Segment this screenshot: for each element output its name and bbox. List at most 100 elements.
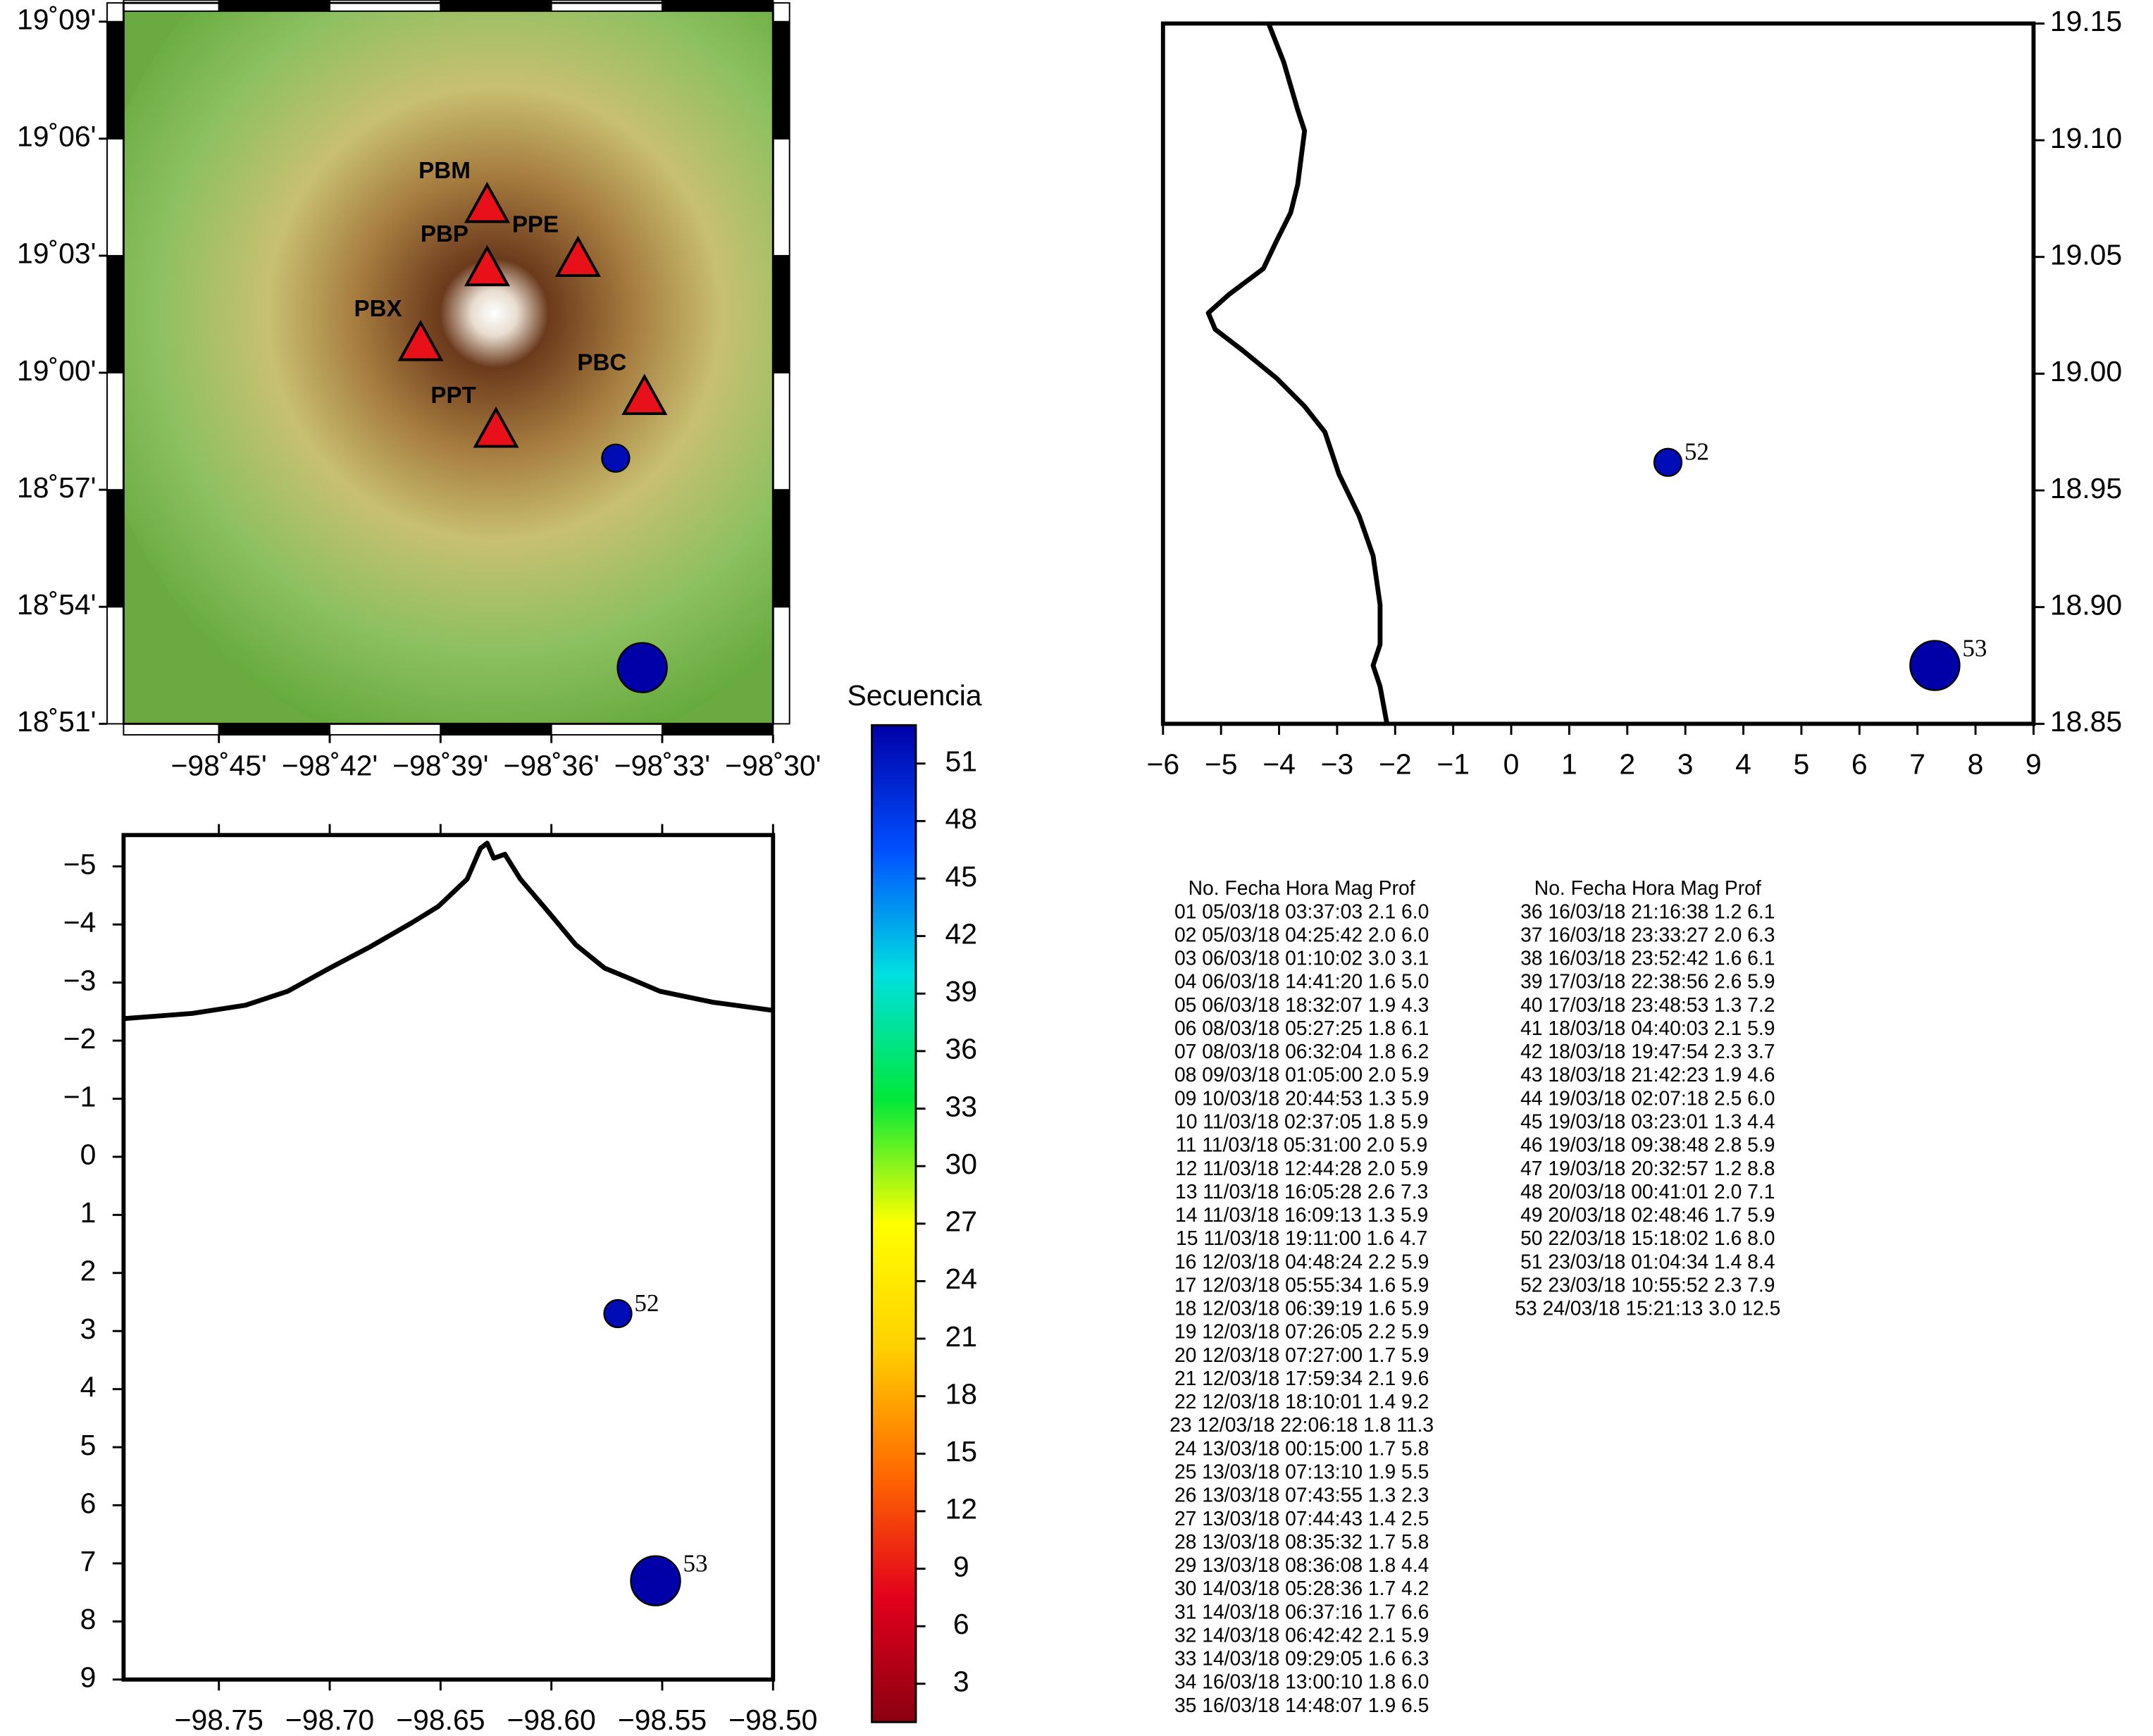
table-cell: 04:48:24 — [1285, 1251, 1363, 1273]
table-cell: 07:44:43 — [1285, 1507, 1363, 1530]
y-tick-label: 6 — [80, 1487, 97, 1519]
colorbar-tick-label: 42 — [945, 917, 978, 950]
table-row: 26 13/03/18 07:43:55 1.3 2.3 — [1174, 1484, 1429, 1506]
table-cell: 02:07:18 — [1631, 1087, 1708, 1110]
y-tick-label: 9 — [80, 1661, 97, 1694]
table-cell: 9.6 — [1401, 1367, 1429, 1389]
table-cell: 5.9 — [1747, 1204, 1775, 1227]
table-cell: 1.9 — [1368, 1461, 1396, 1483]
table-cell: 2.3 — [1714, 1041, 1742, 1063]
table-cell: 2.0 — [1367, 1157, 1395, 1179]
table-cell: 8.4 — [1747, 1251, 1775, 1273]
table-cell: 37 — [1520, 924, 1542, 946]
table-cell: 43 — [1520, 1064, 1542, 1086]
table-cell: 22/03/18 — [1548, 1227, 1625, 1250]
table-row: 37 16/03/18 23:33:27 2.0 6.3 — [1520, 924, 1775, 946]
table-row: 45 19/03/18 03:23:01 1.3 4.4 — [1520, 1110, 1775, 1133]
colorbar-tick-label: 27 — [945, 1205, 978, 1238]
frame-band — [106, 489, 125, 608]
event — [603, 1298, 633, 1329]
relief — [123, 3, 774, 724]
table-cell: 1.7 — [1368, 1437, 1396, 1460]
table-cell: 02:37:05 — [1284, 1110, 1362, 1133]
table-row: 20 12/03/18 07:27:00 1.7 5.9 — [1174, 1344, 1429, 1366]
y-tick-label: 18˚51' — [17, 705, 96, 738]
table-cell: 14/03/18 — [1202, 1647, 1279, 1670]
y-tick-label: 19˚06' — [17, 120, 96, 153]
event — [616, 642, 668, 693]
table-cell: 8.8 — [1747, 1157, 1775, 1179]
table-row: 29 13/03/18 08:36:08 1.8 4.4 — [1174, 1554, 1429, 1576]
table-cell: 11/03/18 — [1203, 1157, 1279, 1179]
table-cell: 3.7 — [1747, 1041, 1775, 1063]
table-cell: 01:05:00 — [1285, 1064, 1363, 1086]
table-cell: 1.7 — [1714, 1204, 1742, 1227]
table-cell: 36 — [1520, 900, 1542, 923]
table-cell: 08/03/18 — [1202, 1017, 1279, 1039]
table-cell: 6.2 — [1401, 1041, 1429, 1063]
table-row: 34 16/03/18 13:00:10 1.8 6.0 — [1174, 1670, 1429, 1693]
table-cell: 35 — [1174, 1694, 1196, 1716]
table-cell: 01 — [1174, 900, 1196, 923]
x-tick-label: −98.50 — [728, 1704, 817, 1736]
table-cell: 34 — [1174, 1670, 1196, 1693]
table-cell: 27 — [1174, 1507, 1196, 1530]
table-cell: 06/03/18 — [1202, 947, 1279, 969]
table-row: 03 06/03/18 01:10:02 3.0 3.1 — [1174, 947, 1429, 969]
table-row: 16 12/03/18 04:48:24 2.2 5.9 — [1174, 1251, 1429, 1273]
table-cell: 15 — [1176, 1227, 1198, 1250]
table-cell: 23:33:27 — [1631, 924, 1708, 946]
table-row: 41 18/03/18 04:40:03 2.1 5.9 — [1520, 1017, 1775, 1039]
x-tick-label: −98˚42' — [282, 750, 378, 782]
x-tick-label: −4 — [1262, 748, 1296, 781]
table-cell: 4.3 — [1401, 993, 1429, 1016]
table-cell: 23/03/18 — [1548, 1251, 1625, 1273]
table-cell: 2.6 — [1367, 1180, 1395, 1203]
table-cell: 3.0 — [1708, 1297, 1736, 1320]
map-frame — [122, 1, 774, 725]
table-cell: 14 — [1175, 1204, 1197, 1227]
colorbar-tick-label: 3 — [953, 1666, 969, 1698]
station-label: PBM — [418, 158, 471, 184]
table-cell: 47 — [1520, 1157, 1542, 1179]
table-cell: 10:55:52 — [1631, 1274, 1708, 1296]
table-cell: 16/03/18 — [1548, 924, 1625, 946]
table-cell: 05 — [1174, 993, 1196, 1016]
table-cell: 1.6 — [1367, 1227, 1394, 1250]
table-cell: 16/03/18 — [1202, 1670, 1279, 1693]
table-cell: 4.4 — [1401, 1554, 1429, 1576]
table-cell: 11/03/18 — [1203, 1227, 1279, 1250]
station-label: PPE — [512, 212, 559, 238]
station — [554, 235, 601, 277]
table-cell: 16/03/18 — [1202, 1694, 1279, 1716]
table-cell: 38 — [1520, 947, 1542, 969]
x-tick-label: −98.55 — [618, 1704, 707, 1736]
table-cell: 06/03/18 — [1202, 970, 1279, 993]
table-cell: 03:23:01 — [1631, 1110, 1708, 1133]
table-cell: 4.2 — [1401, 1577, 1429, 1600]
y-tick-label: 18.95 — [2050, 472, 2122, 504]
table-cell: 06 — [1174, 1017, 1196, 1039]
table-row: 19 12/03/18 07:26:05 2.2 5.9 — [1174, 1320, 1429, 1343]
table-cell: 08:36:08 — [1285, 1554, 1363, 1576]
table-cell: 1.7 — [1368, 1344, 1396, 1366]
table-cell: 6.3 — [1401, 1647, 1429, 1670]
table-cell: 17/03/18 — [1548, 970, 1625, 993]
table-cell: 13/03/18 — [1202, 1461, 1279, 1483]
frame-band — [106, 137, 125, 256]
table-row: 17 12/03/18 05:55:34 1.6 5.9 — [1174, 1274, 1429, 1296]
table-cell: 09:29:05 — [1285, 1647, 1363, 1670]
table-cell: 16:05:28 — [1284, 1180, 1362, 1203]
relief-shade — [123, 3, 774, 724]
table-cell: 05/03/18 — [1202, 900, 1279, 923]
frame-band — [218, 0, 330, 12]
x-tick-label: 5 — [1794, 748, 1810, 781]
table-cell: 5.9 — [1401, 1110, 1428, 1133]
y-tick-label: 5 — [80, 1429, 97, 1461]
table-cell: 5.9 — [1401, 1274, 1429, 1296]
table-cell: 1.2 — [1714, 900, 1742, 923]
table-cell: 13/03/18 — [1202, 1437, 1279, 1460]
table-row: 36 16/03/18 21:16:38 1.2 6.1 — [1520, 900, 1775, 923]
table-cell: 50 — [1520, 1227, 1542, 1250]
table-cell: 03 — [1174, 947, 1196, 969]
